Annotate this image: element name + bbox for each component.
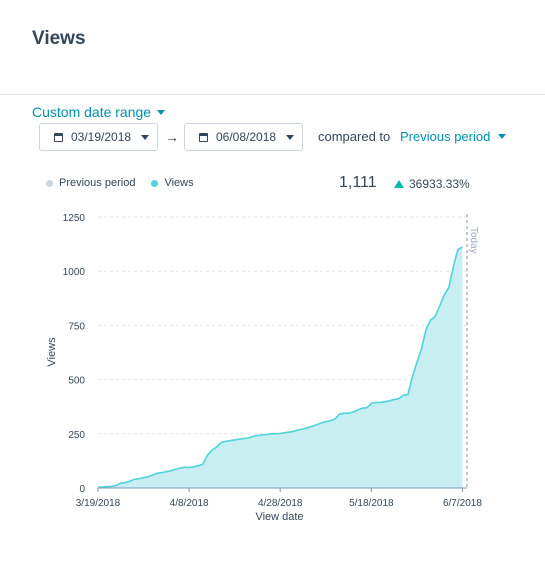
x-tick-label: 4/8/2018 (170, 498, 209, 509)
x-tick-label: 6/7/2018 (443, 498, 482, 509)
end-date-picker[interactable]: 06/08/2018 (184, 123, 303, 151)
legend-item-views[interactable]: Views (151, 177, 194, 189)
chevron-down-icon (498, 134, 507, 139)
chart-legend: Previous period Views (46, 177, 194, 189)
calendar-icon (199, 132, 208, 142)
x-tick-label: 4/28/2018 (258, 498, 303, 509)
chevron-down-icon (141, 134, 149, 140)
views-area (98, 247, 463, 488)
header-divider (0, 94, 545, 95)
today-marker-label: Today (468, 227, 479, 254)
y-axis-title: Views (46, 337, 58, 367)
x-axis-title: View date (255, 511, 303, 523)
x-tick-label: 3/19/2018 (76, 498, 121, 509)
arrow-right-icon: → (165, 129, 179, 145)
y-tick-label: 750 (68, 321, 85, 332)
legend-dot-views (151, 179, 159, 187)
chevron-down-icon (157, 109, 166, 115)
y-tick-label: 0 (79, 484, 85, 495)
start-date-picker[interactable]: 03/19/2018 (39, 123, 158, 151)
start-date-value: 03/19/2018 (71, 130, 132, 144)
chevron-down-icon (286, 134, 294, 140)
y-tick-label: 250 (68, 430, 85, 441)
summary-total: 1,111 (339, 174, 377, 191)
date-range-dropdown[interactable]: Custom date range (32, 104, 166, 120)
legend-label-previous: Previous period (59, 177, 136, 189)
calendar-icon (54, 132, 63, 142)
y-tick-label: 500 (68, 376, 85, 387)
summary-change-value: 36933.33% (409, 177, 470, 191)
trend-up-icon (394, 180, 404, 188)
legend-item-previous-period[interactable]: Previous period (46, 177, 135, 189)
y-tick-label: 1000 (63, 267, 86, 278)
compare-period-value: Previous period (400, 129, 491, 144)
legend-dot-previous (46, 179, 53, 187)
x-tick-label: 5/18/2018 (349, 498, 394, 509)
y-tick-label: 1250 (63, 213, 86, 224)
compare-period-dropdown[interactable]: Previous period (400, 129, 507, 144)
legend-label-views: Views (164, 177, 194, 189)
summary-change: 36933.33% (394, 177, 470, 191)
end-date-value: 06/08/2018 (216, 130, 277, 144)
views-series-line (97, 246, 463, 489)
page-title: Views (32, 28, 86, 49)
compared-to-label: compared to (318, 129, 391, 144)
date-range-label: Custom date range (32, 104, 152, 120)
